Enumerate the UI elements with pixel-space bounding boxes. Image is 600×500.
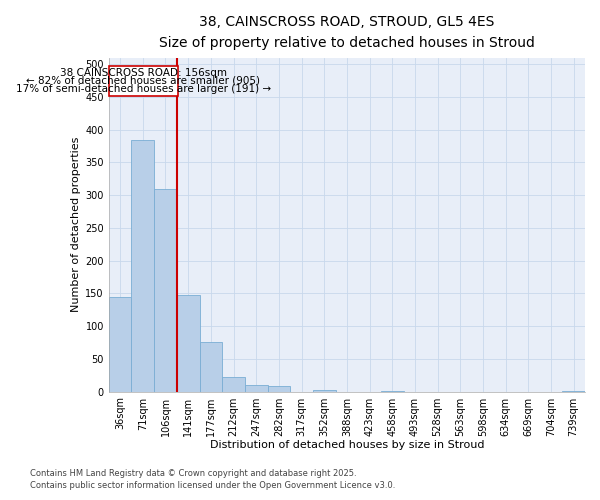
- Text: ← 82% of detached houses are smaller (905): ← 82% of detached houses are smaller (90…: [26, 76, 260, 86]
- Bar: [154, 188, 177, 392]
- Bar: [177, 294, 200, 392]
- X-axis label: Distribution of detached houses by size in Stroud: Distribution of detached houses by size …: [209, 440, 484, 450]
- Bar: [313, 390, 335, 392]
- Text: 17% of semi-detached houses are larger (191) →: 17% of semi-detached houses are larger (…: [16, 84, 271, 94]
- Bar: [131, 140, 154, 392]
- Bar: [268, 386, 290, 392]
- Bar: [200, 342, 222, 392]
- Title: 38, CAINSCROSS ROAD, STROUD, GL5 4ES
Size of property relative to detached house: 38, CAINSCROSS ROAD, STROUD, GL5 4ES Siz…: [159, 15, 535, 50]
- Bar: [245, 385, 268, 392]
- Bar: [222, 377, 245, 392]
- Bar: [381, 391, 404, 392]
- Y-axis label: Number of detached properties: Number of detached properties: [71, 137, 81, 312]
- Text: 38 CAINSCROSS ROAD: 156sqm: 38 CAINSCROSS ROAD: 156sqm: [60, 68, 227, 78]
- FancyBboxPatch shape: [109, 66, 178, 96]
- Bar: [562, 391, 585, 392]
- Bar: [109, 298, 131, 392]
- Text: Contains HM Land Registry data © Crown copyright and database right 2025.
Contai: Contains HM Land Registry data © Crown c…: [30, 468, 395, 490]
